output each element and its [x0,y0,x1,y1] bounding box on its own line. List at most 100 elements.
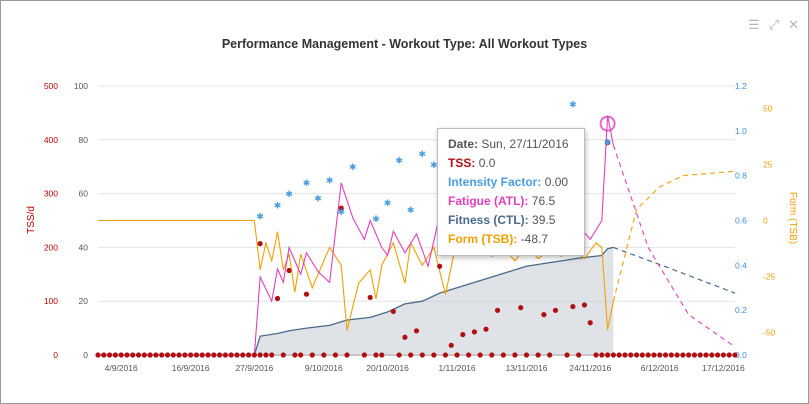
tss-zero-point [622,352,628,358]
tick-label-atl-ctl: 80 [79,135,89,145]
tooltip-intensity: Intensity Factor: 0.00 [448,175,569,189]
tss-zero-point [593,352,599,358]
tss-zero-point [257,352,263,358]
tss-zero-point [217,352,223,358]
tss-zero-point [309,352,315,358]
tick-label-tss: 500 [44,81,58,91]
tss-zero-point [633,352,640,358]
intensity-point: ✱ [285,189,293,199]
tss-zero-point [298,352,304,358]
intensity-point: ✱ [395,155,403,165]
tss-zero-point [211,352,217,358]
tss-zero-point [280,352,286,358]
x-tick-label: 20/10/2016 [366,363,409,373]
tss-zero-point [245,352,252,358]
intensity-point: ✱ [349,162,357,172]
tss-zero-point [170,352,176,358]
tss-zero-point [616,352,622,358]
tick-label-tss: 200 [44,242,58,252]
intensity-point: ✱ [274,200,282,210]
tss-zero-point [101,352,107,358]
tick-label-intensity: 0.0 [735,350,747,360]
tss-zero-point [576,352,582,358]
tss-zero-point [332,352,339,358]
tss-zero-point [715,352,721,358]
tss-point [367,294,373,301]
tick-label-tss: 400 [44,135,58,145]
menu-icon[interactable]: ☰ [748,17,760,32]
tss-zero-point [251,352,257,358]
axis-label-form: Form (TSB) [787,192,798,244]
tss-zero-point [396,352,402,358]
tss-zero-point [680,352,686,358]
tick-label-intensity: 1.0 [735,126,747,136]
tss-zero-point [668,352,674,358]
chart-toolbar: ☰ ⤢ ✕ [748,18,799,31]
tss-point [413,328,420,334]
tss-point [483,326,489,332]
tss-point [274,295,281,302]
x-tick-label: 16/9/2016 [172,363,210,373]
tss-zero-point [674,352,680,358]
tss-zero-point [605,352,611,358]
x-tick-label: 13/11/2016 [506,363,548,373]
tooltip-date: Date: Sun, 27/11/2016 [448,137,569,151]
x-tick-label: 4/9/2016 [105,363,138,373]
tss-zero-point [466,352,472,358]
expand-icon[interactable]: ⤢ [768,17,780,32]
intensity-point: ✱ [326,176,334,186]
tick-label-atl-ctl: 0 [83,350,88,360]
intensity-point: ✱ [314,194,322,204]
tooltip-tss: TSS: 0.0 [448,156,496,170]
tss-zero-point [118,352,124,358]
tss-zero-point [124,352,130,358]
tss-point [605,139,611,146]
tick-label-tss: 300 [44,189,58,199]
tss-zero-point [431,352,437,358]
intensity-point: ✱ [407,205,415,215]
tss-zero-point [720,352,727,358]
tick-label-form: -25 [763,272,776,282]
tss-zero-point [686,352,692,358]
tss-point [390,308,396,315]
x-tick-label: 24/11/2016 [569,363,611,373]
tss-zero-point [176,352,182,358]
x-tick-label: 6/12/2016 [641,363,679,373]
tss-point [570,303,576,310]
tss-zero-point [135,352,142,358]
tick-label-atl-ctl: 20 [79,296,89,306]
tss-zero-point [373,352,379,358]
tss-point [471,329,478,335]
tss-zero-point [419,352,425,358]
tick-label-atl-ctl: 40 [79,242,89,252]
tss-zero-point [95,352,101,358]
tss-zero-point [106,352,113,358]
tss-point [257,241,263,247]
atl-projection-line [612,145,736,348]
tss-zero-point [703,352,709,358]
tss-zero-point [153,352,159,358]
close-icon[interactable]: ✕ [788,17,799,32]
tss-zero-point [697,352,703,358]
tooltip: Date: Sun, 27/11/2016 TSS: 0.0 Intensity… [437,128,585,256]
tss-point [303,291,310,297]
tss-zero-point [240,352,246,358]
tick-label-atl-ctl: 60 [79,189,89,199]
tss-zero-point [228,352,234,358]
tss-zero-point [321,352,327,358]
tick-label-form: -50 [763,328,776,338]
tss-zero-point [639,352,645,358]
tick-label-intensity: 0.6 [735,216,747,226]
intensity-point: ✱ [337,207,345,217]
tss-point [581,302,588,308]
tss-zero-point [662,352,669,358]
tss-zero-point [610,352,616,358]
tick-label-intensity: 0.4 [735,260,747,270]
ctl-projection-line [613,246,736,294]
tss-zero-point [691,352,698,358]
axis-label-tss: TSS/d [26,206,37,234]
x-tick-label: 1/11/2016 [438,363,475,373]
tss-zero-point [709,352,715,358]
tss-point [518,305,524,311]
tss-zero-point [234,352,240,358]
